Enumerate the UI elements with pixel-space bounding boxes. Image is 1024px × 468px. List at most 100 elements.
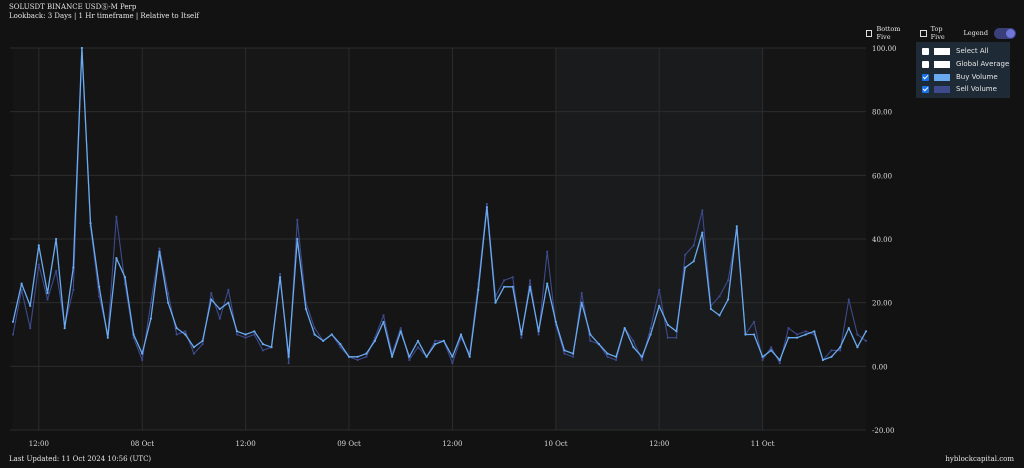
- buy-volume-point: [770, 349, 773, 352]
- buy-volume-point: [468, 355, 471, 358]
- x-tick-label: 09 Oct: [337, 440, 361, 448]
- sell-volume-point: [356, 358, 359, 362]
- buy-volume-point: [503, 285, 506, 288]
- legend-item-buy-volume[interactable]: Buy Volume: [922, 73, 998, 81]
- global-average-swatch: [934, 60, 950, 68]
- sell-volume-point: [770, 346, 773, 349]
- sell-volume-point: [830, 349, 833, 352]
- buy-volume-point: [727, 298, 730, 301]
- buy-volume-point: [864, 330, 868, 333]
- buy-volume-point: [37, 244, 40, 247]
- sell-volume-checkbox[interactable]: [922, 85, 929, 93]
- buy-volume-point: [511, 285, 514, 288]
- buy-volume-point: [787, 336, 790, 339]
- buy-volume-point: [149, 317, 152, 320]
- sell-volume-point: [399, 327, 402, 330]
- buy-volume-point: [709, 307, 713, 311]
- buy-volume-point: [287, 355, 290, 358]
- sell-volume-point: [572, 355, 575, 358]
- buy-volume-point: [98, 285, 101, 288]
- y-tick-label: 0.00: [872, 363, 888, 371]
- buy-volume-point: [830, 355, 833, 358]
- buy-volume-point: [279, 276, 282, 279]
- global-average-checkbox[interactable]: [922, 60, 929, 68]
- sell-volume-point: [787, 327, 790, 330]
- buy-volume-point: [115, 257, 118, 260]
- buy-volume-point: [296, 237, 299, 241]
- buy-volume-point: [477, 288, 480, 291]
- legend-switch-knob: [1006, 28, 1015, 38]
- buy-volume-point: [494, 301, 497, 304]
- top-five-toggle[interactable]: Top Five: [920, 25, 955, 41]
- buy-volume-point: [684, 266, 687, 269]
- legend-toggle[interactable]: Legend: [963, 27, 1016, 39]
- sell-volume-point: [632, 339, 635, 342]
- sell-volume-point: [701, 209, 704, 212]
- sell-volume-point: [666, 336, 669, 339]
- legend-item-global-average[interactable]: Global Average: [922, 60, 1009, 68]
- x-tick-label: 12:00: [236, 440, 256, 448]
- legend-toggle-label: Legend: [963, 29, 988, 37]
- sell-volume-point: [684, 253, 687, 256]
- bottom-five-label: Bottom Five: [876, 25, 901, 41]
- sell-volume-point: [503, 279, 506, 282]
- buy-volume-point: [658, 304, 661, 307]
- buy-volume-point: [132, 333, 135, 336]
- sell-volume-point: [46, 298, 49, 301]
- sell-volume-point: [408, 358, 411, 362]
- buy-volume-point: [606, 352, 609, 355]
- x-tick-label: 08 Oct: [130, 440, 154, 448]
- sell-volume-point: [718, 295, 721, 298]
- x-tick-label: 10 Oct: [544, 440, 568, 448]
- buy-volume-point: [580, 301, 583, 304]
- sell-volume-point: [29, 327, 32, 330]
- buy-volume-point: [29, 304, 32, 307]
- buy-volume-point: [692, 260, 695, 263]
- buy-volume-point: [718, 314, 721, 317]
- buy-volume-point: [201, 339, 204, 342]
- buy-volume-point: [408, 355, 411, 358]
- buy-volume-point: [227, 301, 230, 304]
- buy-volume-point: [373, 339, 376, 342]
- legend-item-sell-volume[interactable]: Sell Volume: [922, 85, 997, 93]
- x-tick-label: 12:00: [442, 440, 462, 448]
- buy-volume-point: [192, 346, 195, 349]
- buy-volume-point: [666, 323, 669, 326]
- sell-volume-point: [253, 333, 256, 336]
- sell-volume-label: Sell Volume: [956, 85, 997, 93]
- legend-switch[interactable]: [994, 27, 1016, 39]
- legend-item-select-all[interactable]: Select All: [922, 47, 989, 55]
- buy-volume-checkbox[interactable]: [922, 73, 929, 81]
- select-all-checkbox[interactable]: [922, 47, 929, 55]
- buy-volume-point: [701, 231, 704, 234]
- last-updated: Last Updated: 11 Oct 2024 10:56 (UTC): [9, 455, 152, 463]
- buy-volume-point: [253, 330, 256, 333]
- buy-volume-point: [175, 327, 178, 330]
- buy-volume-point: [270, 346, 273, 349]
- buy-volume-swatch: [934, 73, 950, 81]
- sell-volume-point: [640, 358, 644, 362]
- sell-volume-point: [339, 346, 342, 349]
- buy-volume-point: [434, 343, 437, 346]
- sell-volume-point: [528, 279, 532, 282]
- bottom-five-toggle[interactable]: Bottom Five: [866, 25, 912, 41]
- bottom-five-checkbox[interactable]: [866, 29, 873, 37]
- buy-volume-point: [761, 355, 764, 358]
- y-tick-label: 80.00: [872, 109, 892, 117]
- legend-panel: Select All Global Average Buy Volume Sel…: [916, 42, 1010, 98]
- sell-volume-point: [511, 276, 514, 279]
- sell-volume-point: [201, 343, 204, 346]
- x-tick-label: 12:00: [29, 440, 49, 448]
- sell-volume-point: [839, 349, 842, 352]
- sell-volume-point: [37, 263, 40, 266]
- chart-subtitle: Lookback: 3 Days | 1 Hr timeframe | Rela…: [9, 12, 200, 20]
- buy-volume-point: [123, 276, 127, 279]
- sell-volume-point: [451, 362, 454, 365]
- buy-volume-point: [623, 327, 626, 330]
- buy-volume-point: [46, 292, 49, 295]
- top-five-checkbox[interactable]: [920, 29, 927, 37]
- sell-volume-point: [158, 247, 161, 250]
- top-five-label: Top Five: [930, 25, 945, 41]
- buy-volume-point: [778, 358, 781, 362]
